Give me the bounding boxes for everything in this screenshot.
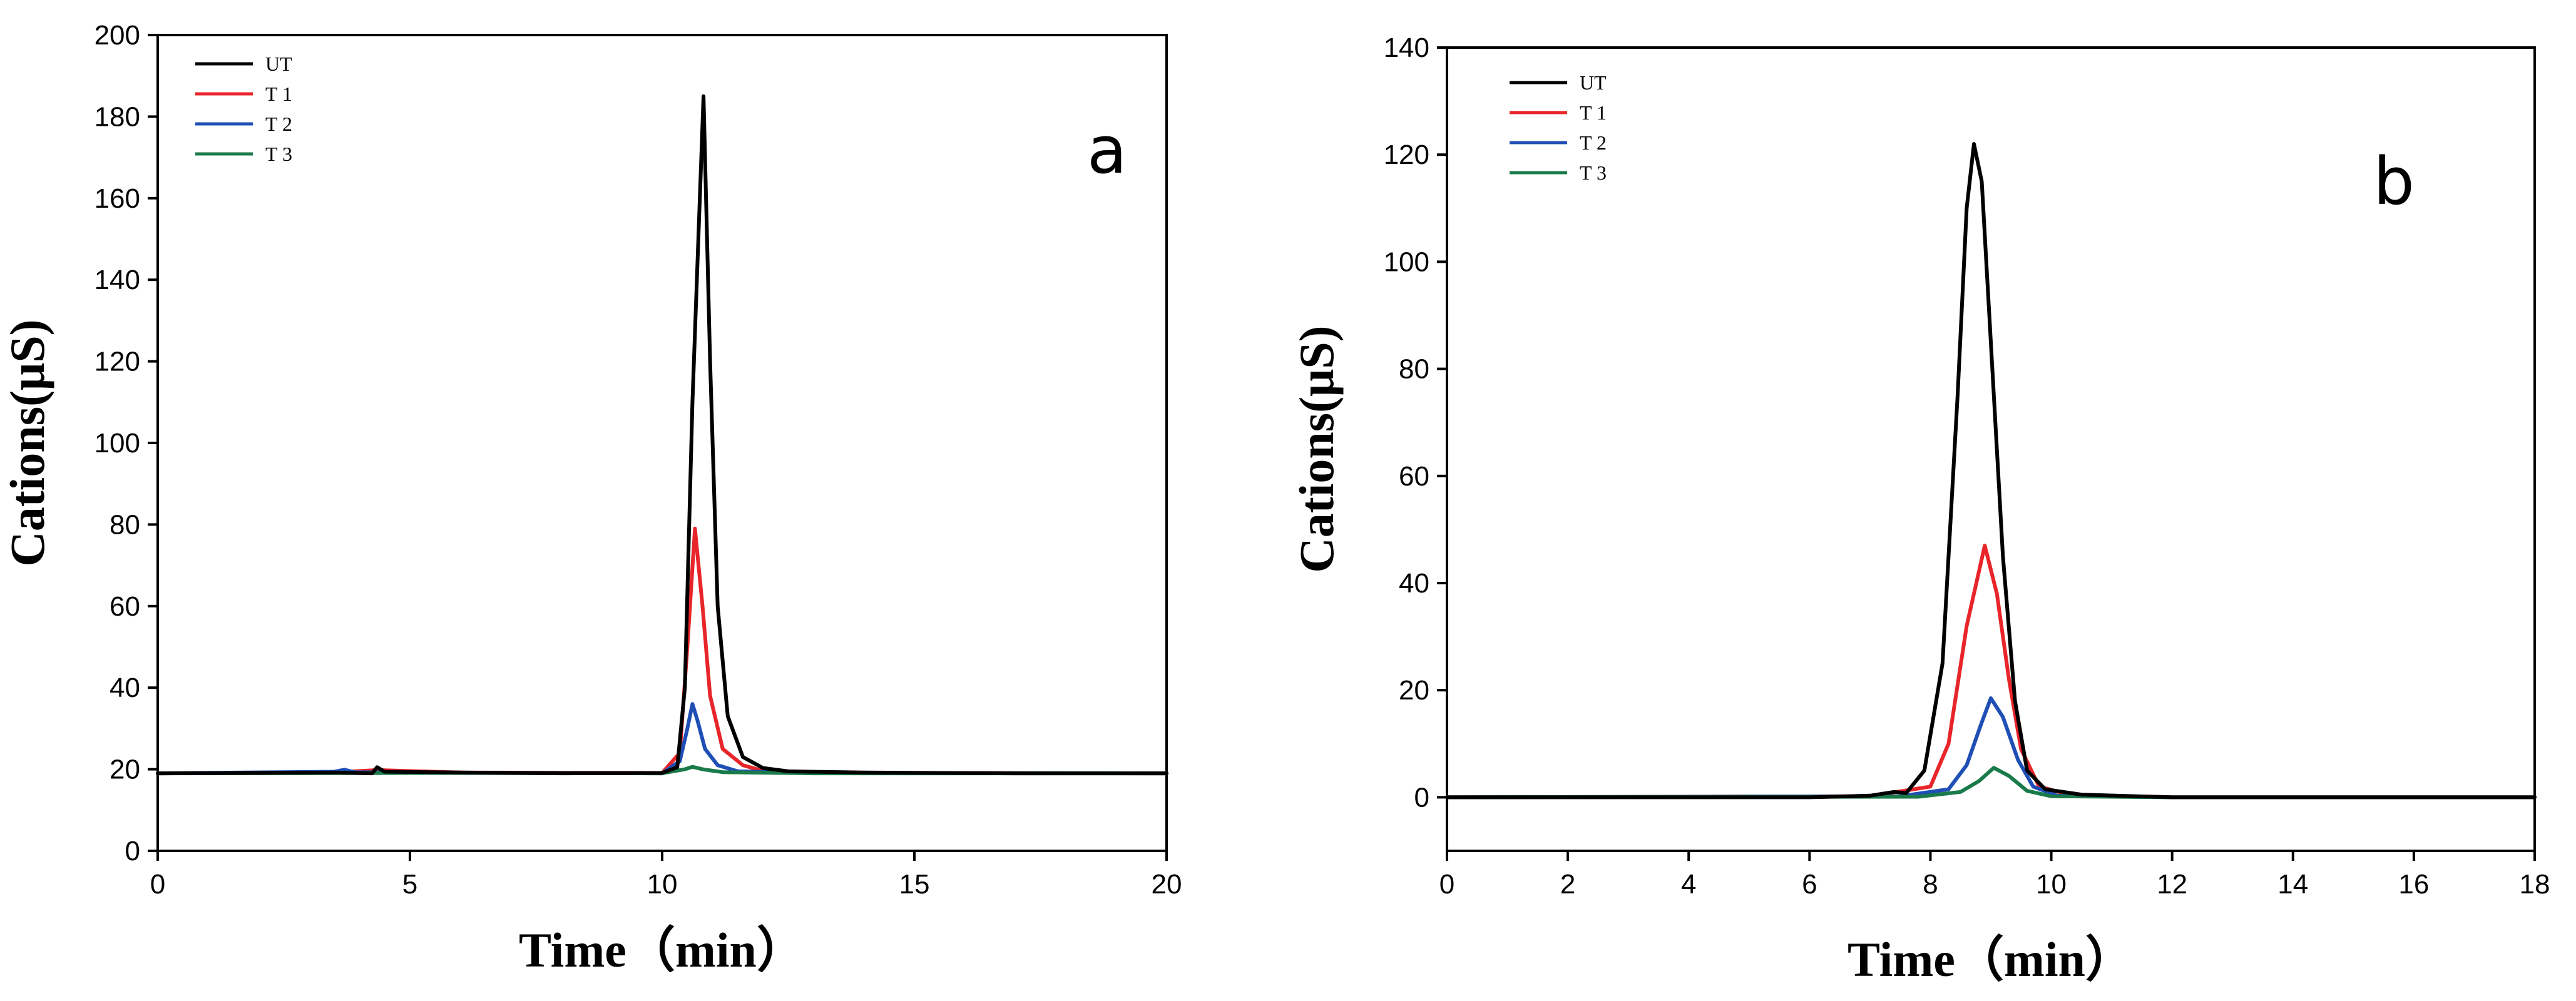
plot-frame (1446, 46, 2536, 852)
chart-panel-b: 0 2 4 6 8 10 12 14 16 18 0 20 40 60 80 100 120 140 UT T 1 T … (1289, 33, 2550, 987)
y-axis-title: Cations(μS) (0, 319, 54, 566)
y-tick-label: 160 (95, 183, 140, 214)
y-tick-label: 120 (95, 347, 140, 377)
y-tick-label: 100 (95, 428, 140, 459)
legend-label: UT (1580, 71, 1607, 94)
x-tick-label: 6 (1802, 869, 1817, 900)
x-axis-title: Time（min） (519, 923, 805, 977)
x-tick-label: 20 (1152, 869, 1182, 900)
series-line-t2 (156, 702, 1168, 776)
series-line-t3 (1445, 766, 2537, 800)
series-line-ut (156, 94, 1168, 776)
y-tick-label: 60 (110, 591, 140, 622)
series-line-t2 (1445, 696, 2537, 800)
y-tick-label: 120 (1384, 140, 1429, 170)
x-tick-label: 8 (1923, 869, 1938, 900)
x-tick-label: 4 (1681, 869, 1696, 900)
x-tick-label: 12 (2157, 869, 2187, 900)
x-tick-label: 0 (1439, 869, 1454, 900)
legend-label: T 1 (265, 83, 292, 105)
x-tick-label: 16 (2398, 869, 2429, 900)
x-tick-label: 0 (150, 869, 165, 900)
legend-label: UT (265, 53, 292, 75)
panel-letter: a (1087, 112, 1127, 188)
x-tick-label: 2 (1560, 869, 1575, 900)
y-tick-label: 40 (1399, 568, 1429, 599)
y-tick-label: 20 (110, 755, 140, 785)
legend-label: T 2 (1580, 131, 1607, 154)
plot-frame (156, 34, 1168, 852)
legend-label: T 1 (1580, 101, 1607, 124)
y-tick-label: 60 (1399, 461, 1429, 492)
legend-label: T 3 (1580, 161, 1607, 184)
series-line-t1 (156, 526, 1168, 776)
panel-letter: b (2373, 143, 2415, 220)
series-line-t1 (1445, 544, 2537, 800)
y-tick-label: 100 (1384, 246, 1429, 277)
x-tick-label: 18 (2520, 869, 2550, 900)
legend-label: T 3 (265, 143, 292, 165)
x-tick-label: 14 (2277, 869, 2308, 900)
legend-label: T 2 (265, 113, 292, 135)
y-tick-label: 140 (95, 265, 140, 295)
y-tick-label: 40 (110, 673, 140, 703)
y-tick-label: 20 (1399, 675, 1429, 706)
y-tick-label: 80 (1399, 354, 1429, 385)
x-tick-label: 15 (899, 869, 930, 900)
x-axis-title: Time（min） (1848, 932, 2134, 987)
y-tick-label: 0 (1414, 782, 1429, 813)
x-tick-label: 10 (647, 869, 678, 900)
y-tick-label: 80 (110, 509, 140, 540)
x-tick-label: 5 (402, 869, 417, 900)
y-axis-title: Cations(μS) (1289, 325, 1344, 572)
y-tick-label: 180 (95, 101, 140, 132)
y-tick-label: 0 (125, 836, 140, 866)
y-tick-label: 200 (95, 20, 140, 51)
x-tick-label: 10 (2036, 869, 2067, 900)
y-tick-label: 140 (1384, 33, 1429, 63)
series-line-ut (1445, 142, 2537, 800)
